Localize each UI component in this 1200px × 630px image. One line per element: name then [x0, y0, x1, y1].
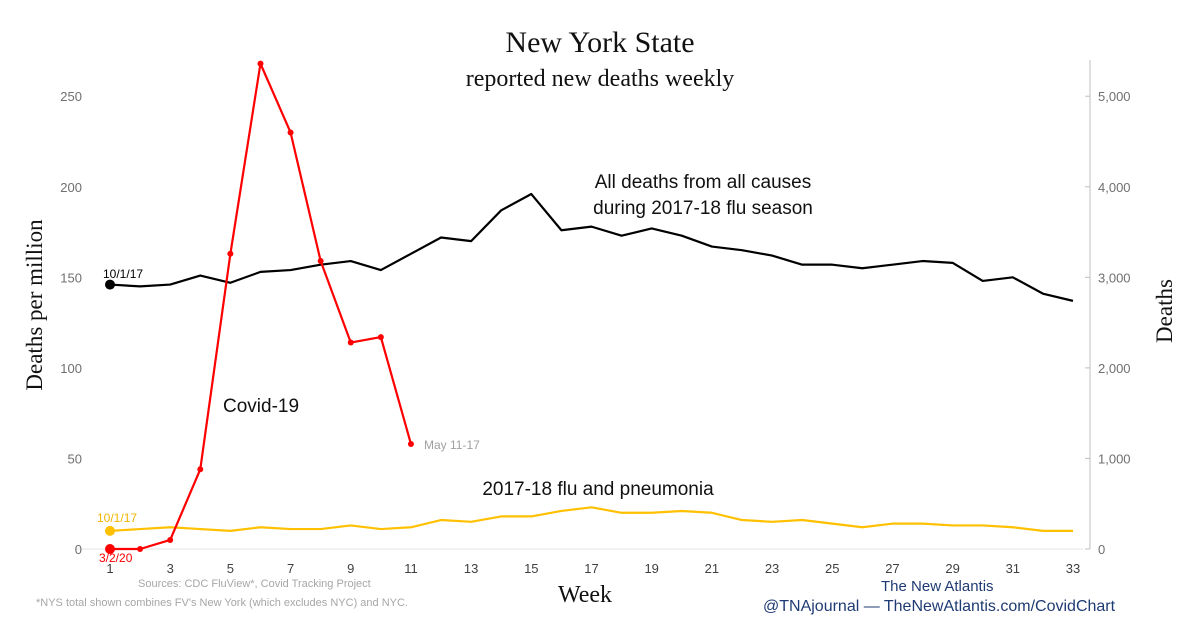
covid-point-week-11 [407, 440, 414, 447]
x-tick-3: 3 [167, 561, 174, 576]
x-tick-9: 9 [347, 561, 354, 576]
covid-line [110, 62, 412, 551]
y-tick-200: 200 [60, 180, 82, 195]
all-causes-line [109, 192, 1074, 302]
y2-tick-3-000: 3,000 [1098, 270, 1131, 285]
x-tick-5: 5 [227, 561, 234, 576]
labels-layer: All deaths from all causes during 2017-18… [97, 169, 816, 566]
all-causes-start-point [105, 279, 115, 290]
covid-start-point [105, 544, 115, 554]
left-axis-ticks: 0 50 100 150 200 250 [60, 89, 82, 557]
covid-point-week-8 [317, 258, 324, 265]
flu-pneumonia-start-point [105, 525, 115, 536]
y2-tick-4-000: 4,000 [1098, 180, 1131, 195]
covid-point-week-9 [347, 339, 354, 346]
y2-tick-5-000: 5,000 [1098, 89, 1131, 104]
source-note: Sources: CDC FluView*, Covid Tracking Pr… [138, 578, 371, 590]
x-tick-11: 11 [404, 561, 418, 576]
series-layer [105, 60, 1074, 554]
x-tick-25: 25 [825, 561, 839, 576]
flu-pneumonia-line [109, 506, 1073, 532]
x-tick-13: 13 [464, 561, 478, 576]
x-tick-1: 1 [106, 561, 113, 576]
covid-end-date: May 11-17 [424, 438, 480, 452]
covid-point-week-10 [377, 334, 384, 341]
x-tick-31: 31 [1006, 561, 1020, 576]
covid-point-week-3 [167, 536, 174, 543]
y-tick-250: 250 [60, 89, 82, 104]
x-tick-33: 33 [1066, 561, 1080, 576]
covid-point-week-7 [287, 129, 294, 136]
covid-label: Covid-19 [223, 396, 299, 417]
y2-axis-label: Deaths [1152, 279, 1177, 343]
footnote: *NYS total shown combines FV's New York … [36, 597, 408, 609]
brand-url-link[interactable]: @TNAjournal — TheNewAtlantis.com/CovidCh… [763, 598, 1116, 615]
covid-point-week-4 [197, 466, 204, 473]
y-tick-0: 0 [75, 542, 82, 557]
y-tick-150: 150 [60, 270, 82, 285]
all-causes-start-date: 10/1/17 [103, 267, 143, 281]
covid-point-week-2 [137, 546, 144, 552]
covid-start-date: 3/2/20 [99, 551, 133, 565]
covid-point-week-5 [227, 250, 234, 257]
x-tick-29: 29 [945, 561, 959, 576]
chart-title: New York State [505, 26, 695, 59]
brand-name: The New Atlantis [881, 578, 994, 595]
flu-pneumonia-start-date: 10/1/17 [97, 511, 137, 525]
x-axis-label: Week [558, 582, 612, 608]
chart-subtitle: reported new deaths weekly [465, 66, 735, 92]
x-tick-19: 19 [644, 561, 658, 576]
right-axis-ticks: 0 1,000 2,000 3,000 4,000 5,000 [1098, 89, 1131, 557]
x-tick-23: 23 [765, 561, 779, 576]
y-tick-100: 100 [60, 361, 82, 376]
right-axis-tick-marks [1085, 95, 1090, 550]
x-axis-ticks: 1 3 5 7 9 11 13 15 17 19 21 23 25 27 29 31 33 [106, 561, 1080, 576]
all-causes-label: All deaths from all causes during 2017-18… [593, 172, 813, 219]
covid-point-week-6 [257, 60, 264, 67]
y-tick-50: 50 [68, 451, 82, 466]
y-axis-label: Deaths per million [22, 219, 47, 391]
x-tick-17: 17 [584, 561, 598, 576]
y2-tick-0: 0 [1098, 542, 1105, 557]
x-tick-27: 27 [885, 561, 899, 576]
y2-tick-2-000: 2,000 [1098, 361, 1131, 376]
x-tick-21: 21 [705, 561, 719, 576]
x-tick-7: 7 [287, 561, 294, 576]
flu-pneumonia-label: 2017-18 flu and pneumonia [482, 479, 714, 500]
x-tick-15: 15 [524, 561, 538, 576]
y2-tick-1-000: 1,000 [1098, 451, 1131, 466]
